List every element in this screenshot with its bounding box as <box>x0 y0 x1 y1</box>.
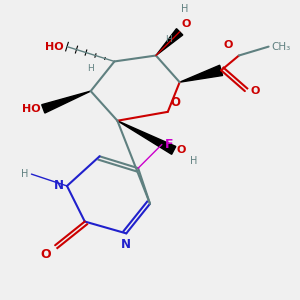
Text: O: O <box>40 248 51 261</box>
Text: H: H <box>190 156 197 166</box>
Text: O: O <box>177 146 186 155</box>
Text: F: F <box>165 138 173 151</box>
Text: H: H <box>165 35 172 44</box>
Text: O: O <box>181 19 190 29</box>
Polygon shape <box>180 65 223 82</box>
Text: O: O <box>224 40 233 50</box>
Text: O: O <box>171 96 181 109</box>
Text: CH₃: CH₃ <box>272 42 291 52</box>
Text: H: H <box>21 169 28 179</box>
Text: N: N <box>121 238 131 251</box>
Text: H: H <box>87 64 94 73</box>
Polygon shape <box>156 29 183 56</box>
Text: N: N <box>54 179 64 193</box>
Text: HO: HO <box>45 42 64 52</box>
Polygon shape <box>117 121 176 154</box>
Polygon shape <box>42 91 91 113</box>
Text: H: H <box>181 4 188 14</box>
Text: HO: HO <box>22 104 40 114</box>
Text: O: O <box>251 86 260 96</box>
